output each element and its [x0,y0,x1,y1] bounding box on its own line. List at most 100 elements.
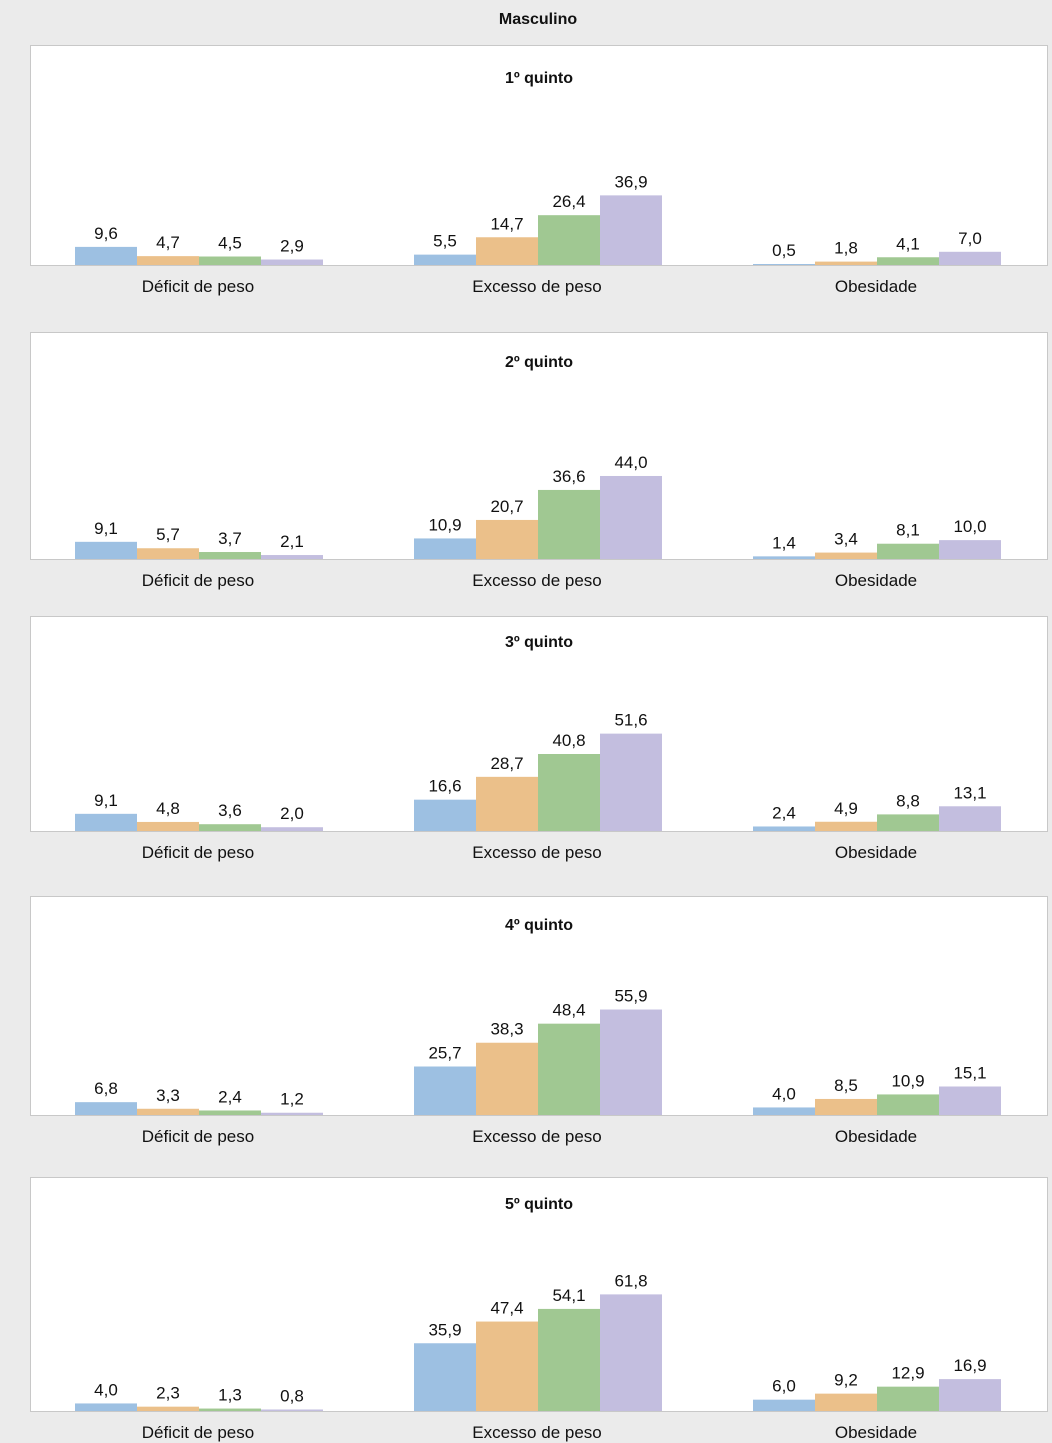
bar [137,1108,199,1115]
data-label: 40,8 [552,731,585,750]
data-label: 1,4 [772,533,796,552]
data-label: 4,1 [896,234,920,253]
data-label: 0,8 [280,1386,304,1405]
data-label: 14,7 [490,214,523,233]
bar [75,541,137,559]
data-label: 44,0 [614,453,647,472]
data-label: 13,1 [953,783,986,802]
data-label: 10,9 [428,515,461,534]
category-label: Excesso de peso [472,843,602,862]
bar [939,540,1001,559]
bar [476,237,538,265]
category-label: Obesidade [834,277,918,296]
category-label: Déficit de peso [141,277,255,296]
bar [753,1107,815,1115]
data-label: 3,4 [834,530,858,549]
bar [75,1403,137,1411]
chart-panel: 1º quinto 9,6 4,7 4,5 2,9 5,5 14,7 26,4 36,9 0,5 1… [30,45,1048,266]
category-label: Excesso de peso [472,1423,602,1442]
bar [137,256,199,265]
bar [877,1094,939,1115]
main-title: Masculino [498,11,578,28]
data-label: 6,8 [94,1079,118,1098]
data-label: 16,9 [953,1356,986,1375]
data-label: 9,6 [94,224,118,243]
bar [199,552,261,559]
data-label: 0,5 [772,241,796,260]
bar [753,264,815,265]
bar [877,814,939,831]
bar [815,261,877,265]
category-label: Excesso de peso [472,571,602,590]
data-label: 35,9 [428,1320,461,1339]
bar [414,538,476,559]
data-label: 54,1 [552,1286,585,1305]
data-label: 3,3 [156,1086,180,1105]
data-label: 2,1 [280,532,304,551]
bar [600,733,662,831]
chart-panel: 4º quinto 6,8 3,3 2,4 1,2 25,7 38,3 48,4 55,9 4,0… [30,896,1048,1116]
data-label: 4,5 [218,234,242,253]
category-label: Excesso de peso [472,1127,602,1146]
data-label: 2,4 [218,1087,242,1106]
bar [476,1321,538,1411]
data-label: 6,0 [772,1377,796,1396]
bar [753,556,815,559]
bar [75,1102,137,1115]
chart-panel: 5º quinto 4,0 2,3 1,3 0,8 35,9 47,4 54,1 61,8 6,0… [30,1177,1048,1412]
data-label: 25,7 [428,1044,461,1063]
bar [261,827,323,831]
data-label: 9,2 [834,1371,858,1390]
data-label: 2,3 [156,1384,180,1403]
bar [476,519,538,559]
bar [199,824,261,831]
data-label: 10,0 [953,517,986,536]
category-label: Obesidade [834,1423,918,1442]
bar [414,254,476,265]
bar [476,776,538,831]
category-label: Déficit de peso [141,1127,255,1146]
data-label: 4,0 [772,1084,796,1103]
data-label: 2,0 [280,804,304,823]
bar [600,1009,662,1115]
bar [600,475,662,559]
bar [261,259,323,265]
bar [414,1066,476,1115]
chart-panel: 2º quinto 9,1 5,7 3,7 2,1 10,9 20,7 36,6 44,0 1,4… [30,332,1048,560]
data-label: 3,7 [218,529,242,548]
bar [199,1408,261,1411]
category-label: Obesidade [834,843,918,862]
bar [538,1023,600,1115]
data-label: 15,1 [953,1064,986,1083]
category-label: Obesidade [834,571,918,590]
data-label: 4,0 [94,1380,118,1399]
bar [137,548,199,559]
data-label: 51,6 [614,711,647,730]
bar [753,826,815,831]
panel-title: 2º quinto [504,354,574,371]
data-label: 3,6 [218,801,242,820]
bar [600,195,662,265]
bar [261,1112,323,1115]
bar [137,1406,199,1411]
data-label: 36,6 [552,467,585,486]
data-label: 10,9 [891,1071,924,1090]
category-label: Obesidade [834,1127,918,1146]
bar [75,246,137,265]
data-label: 61,8 [614,1271,647,1290]
data-label: 36,9 [614,172,647,191]
category-label: Déficit de peso [141,1423,255,1442]
data-label: 4,8 [156,799,180,818]
data-label: 1,2 [280,1090,304,1109]
data-label: 9,1 [94,791,118,810]
bar [600,1294,662,1411]
data-label: 55,9 [614,987,647,1006]
data-label: 20,7 [490,497,523,516]
data-label: 47,4 [490,1299,523,1318]
data-label: 48,4 [552,1001,585,1020]
data-label: 38,3 [490,1020,523,1039]
bar [261,1409,323,1411]
bar [939,806,1001,831]
bar [753,1399,815,1411]
bar [261,555,323,559]
